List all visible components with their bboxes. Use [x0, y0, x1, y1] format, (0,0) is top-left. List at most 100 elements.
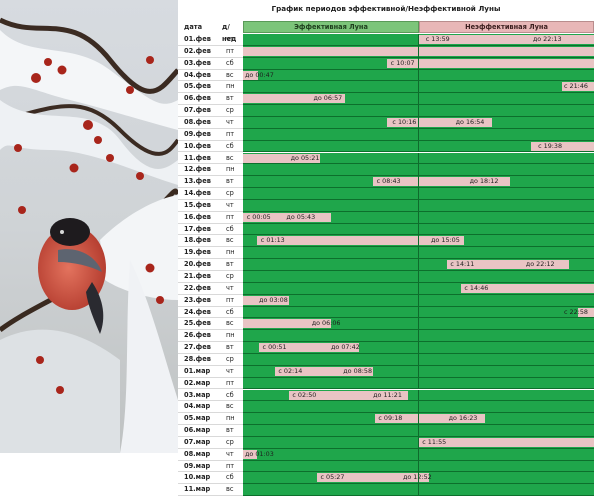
- row-timeline: [243, 401, 594, 413]
- period-time-label: с 00:51: [263, 342, 287, 353]
- row-timeline: с 13:59 до 22:13: [243, 34, 594, 46]
- period-time-label: с 09:18: [378, 413, 402, 424]
- period-time-label: с 08:43: [377, 176, 401, 187]
- period-time-label: до 05:21: [291, 153, 320, 164]
- period-time-label: до 22:12: [526, 259, 555, 270]
- row-timeline: [243, 188, 594, 200]
- dow-column-header: д/нед: [222, 21, 244, 33]
- row-timeline: с 22:58: [243, 307, 594, 319]
- noneffective-period-bar: [243, 47, 594, 56]
- period-time-label: до 12:52: [403, 472, 432, 483]
- row-timeline: [243, 378, 594, 390]
- row-timeline: до 00:47: [243, 70, 594, 82]
- period-time-label: с 01:13: [261, 235, 285, 246]
- row-timeline: до 01:03: [243, 449, 594, 461]
- row-timeline: с 14:46: [243, 283, 594, 295]
- row-timeline: до 03:08: [243, 295, 594, 307]
- period-time-label: до 18:12: [470, 176, 499, 187]
- date-column-header: дата: [184, 21, 220, 33]
- row-timeline: [243, 425, 594, 437]
- row-timeline: с 21:46: [243, 81, 594, 93]
- noneffective-moon-header: Неэффективная Луна: [419, 21, 594, 33]
- period-time-label: с 14:11: [450, 259, 474, 270]
- row-timeline: с 09:18 до 16:23: [243, 413, 594, 425]
- period-time-label: с 19:38: [538, 141, 562, 152]
- period-time-label: до 06:06: [312, 318, 341, 329]
- row-timeline: [243, 247, 594, 259]
- row-timeline: с 00:51 до 07:42: [243, 342, 594, 354]
- period-time-label: с 21:46: [564, 81, 588, 92]
- row-timeline: с 14:11 до 22:12: [243, 259, 594, 271]
- period-time-label: с 10:16: [392, 117, 416, 128]
- row-timeline: с 10:16 до 16:54: [243, 117, 594, 129]
- row-timeline: с 02:14 до 08:58: [243, 366, 594, 378]
- period-time-label: до 22:13: [533, 34, 562, 45]
- row-timeline: [243, 461, 594, 473]
- row-timeline: с 10:07: [243, 58, 594, 70]
- row-timeline: до 06:06: [243, 318, 594, 330]
- period-time-label: до 08:58: [343, 366, 372, 377]
- period-time-label: с 13:59: [426, 34, 450, 45]
- period-time-label: до 01:03: [245, 449, 274, 460]
- snow-bullfinch-photo: [0, 0, 178, 453]
- period-time-label: до 00:47: [245, 70, 274, 81]
- period-time-label: до 05:43: [286, 212, 315, 223]
- period-time-label: до 03:08: [259, 295, 288, 306]
- row-timeline: [243, 164, 594, 176]
- period-time-label: до 16:54: [456, 117, 485, 128]
- row-timeline: [243, 105, 594, 117]
- period-time-label: с 02:50: [292, 390, 316, 401]
- row-timeline: с 19:38: [243, 141, 594, 153]
- row-timeline: [243, 200, 594, 212]
- period-time-label: с 22:58: [564, 307, 588, 318]
- photo-illustration: [0, 0, 178, 453]
- moon-schedule-sheet: График периодов эффективной/Неэффективно…: [178, 0, 594, 453]
- row-timeline: [243, 330, 594, 342]
- period-time-label: до 06:57: [313, 93, 342, 104]
- period-time-label: с 14:46: [464, 283, 488, 294]
- row-timeline: с 11:55: [243, 437, 594, 449]
- period-time-label: с 02:14: [278, 366, 302, 377]
- period-time-label: до 16:23: [449, 413, 478, 424]
- row-timeline: [243, 271, 594, 283]
- row-timeline: [243, 224, 594, 236]
- row-timeline: [243, 354, 594, 366]
- period-time-label: до 07:42: [331, 342, 360, 353]
- row-timeline: с 08:43 до 18:12: [243, 176, 594, 188]
